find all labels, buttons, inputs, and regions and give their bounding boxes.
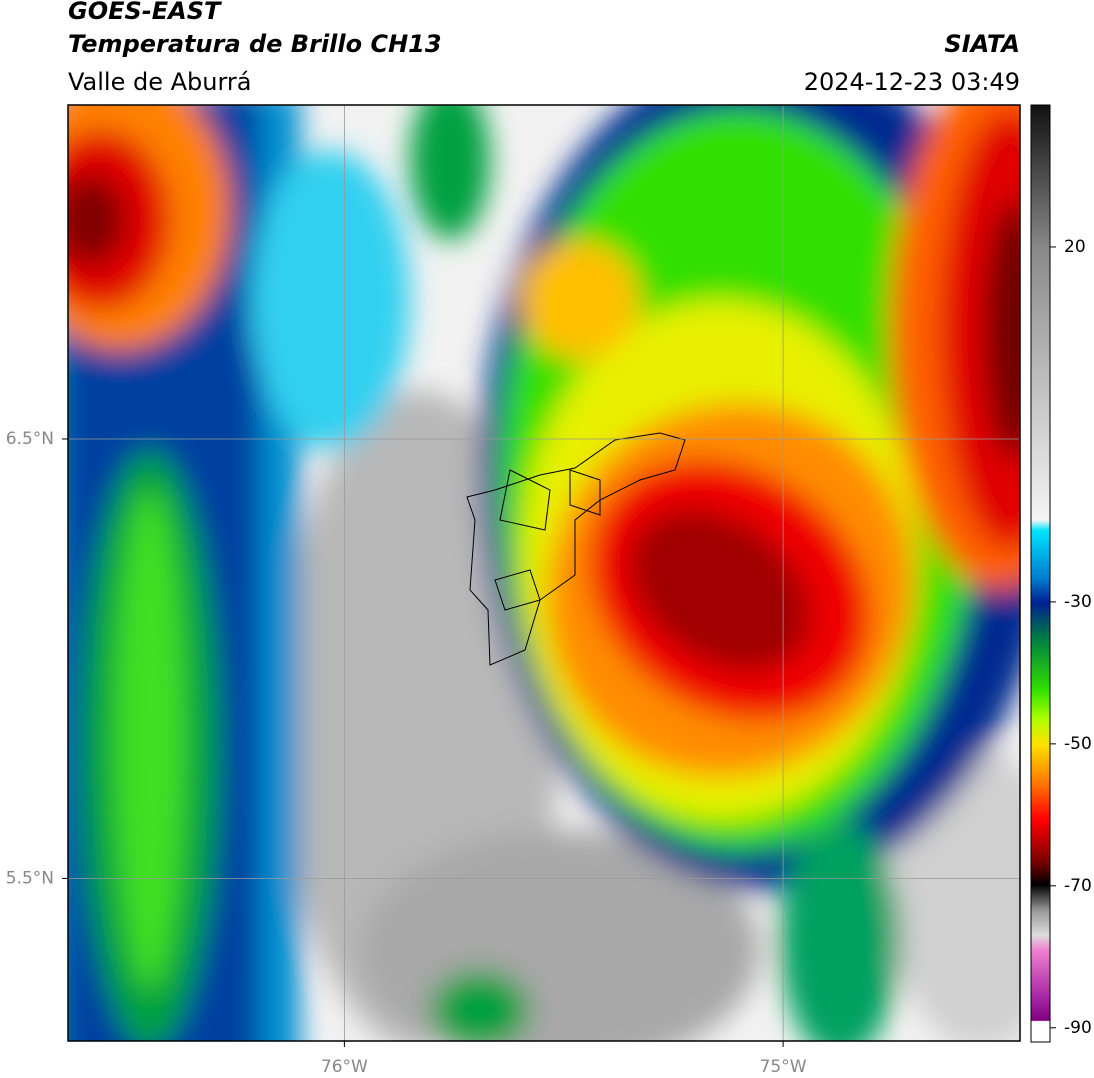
source: SIATA — [944, 30, 1020, 58]
grid — [68, 105, 1020, 1041]
colorbar-tick-label: -90 — [1064, 1018, 1092, 1038]
subtitle: Temperatura de Brillo CH13 — [68, 30, 442, 58]
title: GOES-EAST — [68, 0, 222, 25]
timestamp: 2024-12-23 03:49 — [804, 68, 1020, 96]
satellite-image — [68, 105, 1020, 1041]
region: Valle de Aburrá — [68, 68, 252, 96]
colorbar-tick-label: -50 — [1064, 734, 1092, 754]
colorbar-tick-label: -70 — [1064, 876, 1092, 896]
y-tick-label: 5.5°N — [6, 868, 54, 888]
x-tick-label: 76°W — [321, 1057, 368, 1077]
watershed-outline — [466, 432, 686, 666]
colorbar-tick-label: -30 — [1064, 592, 1092, 612]
x-tick-label: 75°W — [760, 1057, 807, 1077]
colorbar-tick-label: 20 — [1064, 237, 1086, 257]
map-frame — [67, 104, 1021, 1042]
colorbar — [1030, 104, 1051, 1043]
y-tick-label: 6.5°N — [6, 429, 54, 449]
